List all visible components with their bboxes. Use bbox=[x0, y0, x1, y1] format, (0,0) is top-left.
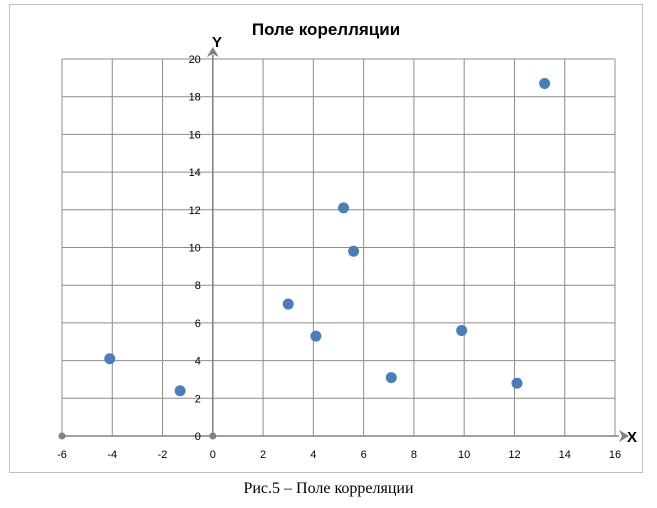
data-point bbox=[348, 245, 360, 257]
data-point bbox=[174, 385, 186, 397]
data-point bbox=[456, 324, 468, 336]
tick-labels: -6 -4 -2 0 2 4 6 8 10 12 14 16 0 2 4 6 8 10 12 14 16 18 20 bbox=[57, 54, 621, 461]
chart-title: Поле корелляции bbox=[252, 20, 400, 39]
x-axis-arrow-icon bbox=[619, 430, 629, 442]
origin-marker bbox=[209, 432, 217, 440]
x-tick-label: -2 bbox=[158, 449, 168, 461]
y-tick-label: 10 bbox=[189, 243, 201, 255]
x-tick-label: 10 bbox=[458, 449, 470, 461]
y-tick-label: 8 bbox=[195, 280, 201, 292]
y-axis-arrow-icon bbox=[206, 47, 219, 57]
data-point bbox=[104, 353, 116, 365]
chart-area: Поле корелляции -6 -4 -2 0 2 4 6 8 10 12 14 16 0 2 4 6 8… bbox=[9, 4, 643, 473]
data-point bbox=[310, 330, 322, 342]
y-tick-label: 2 bbox=[195, 393, 201, 405]
y-tick-label: 14 bbox=[189, 167, 201, 179]
data-points bbox=[58, 78, 551, 440]
grid bbox=[61, 58, 616, 437]
data-point bbox=[338, 202, 350, 214]
x-tick-label: 2 bbox=[260, 449, 266, 461]
scatter-chart: Поле корелляции -6 -4 -2 0 2 4 6 8 10 12 14 16 0 2 4 6 8… bbox=[57, 20, 637, 461]
axes bbox=[62, 47, 629, 442]
x-tick-label: 4 bbox=[310, 449, 316, 461]
x-tick-label: -6 bbox=[57, 449, 67, 461]
y-tick-label: 20 bbox=[189, 54, 201, 66]
x-tick-label: -4 bbox=[107, 449, 117, 461]
data-point bbox=[539, 78, 551, 90]
data-point bbox=[282, 298, 294, 310]
y-tick-label: 16 bbox=[189, 129, 201, 141]
origin-marker bbox=[58, 432, 66, 440]
x-tick-label: 14 bbox=[559, 449, 571, 461]
y-tick-label: 4 bbox=[195, 356, 201, 368]
x-axis-label: X bbox=[627, 429, 637, 446]
figure-caption: Рис.5 – Поле корреляции bbox=[243, 480, 414, 497]
y-axis-label: Y bbox=[212, 34, 222, 51]
y-tick-label: 0 bbox=[195, 431, 201, 443]
data-point bbox=[511, 377, 523, 389]
x-tick-label: 12 bbox=[508, 449, 520, 461]
data-point bbox=[385, 372, 397, 384]
y-tick-label: 6 bbox=[195, 318, 201, 330]
y-tick-label: 12 bbox=[189, 205, 201, 217]
x-tick-label: 0 bbox=[210, 449, 216, 461]
x-tick-label: 16 bbox=[609, 449, 621, 461]
x-tick-label: 8 bbox=[411, 449, 417, 461]
y-tick-label: 18 bbox=[189, 92, 201, 104]
x-tick-label: 6 bbox=[361, 449, 367, 461]
